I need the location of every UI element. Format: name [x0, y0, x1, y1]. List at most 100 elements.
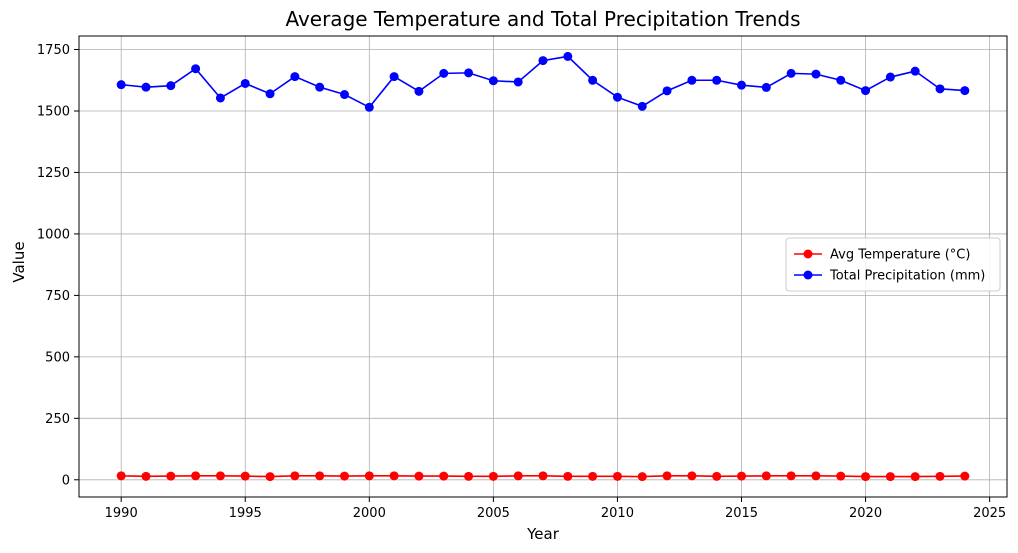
- data-point: [215, 471, 225, 481]
- x-tick-label: 1990: [105, 506, 138, 521]
- grid-lines: [79, 36, 1007, 497]
- data-point: [563, 471, 573, 481]
- chart-title: Average Temperature and Total Precipitat…: [285, 7, 800, 31]
- data-point: [687, 75, 697, 85]
- data-point: [637, 101, 647, 111]
- data-point: [885, 472, 895, 482]
- data-point: [786, 68, 796, 78]
- data-point: [786, 471, 796, 481]
- data-point: [563, 51, 573, 61]
- data-point: [240, 78, 250, 88]
- data-point: [414, 86, 424, 96]
- data-point: [141, 82, 151, 92]
- data-point: [513, 77, 523, 87]
- data-point: [687, 471, 697, 481]
- legend: Avg Temperature (°C) Total Precipitation …: [785, 237, 1001, 292]
- x-tick-label: 2025: [973, 506, 1006, 521]
- data-point: [588, 471, 598, 481]
- data-point: [339, 90, 349, 100]
- data-point: [637, 472, 647, 482]
- data-point: [166, 471, 176, 481]
- data-point: [712, 75, 722, 85]
- data-point: [662, 86, 672, 96]
- data-point: [538, 56, 548, 66]
- data-point: [861, 472, 871, 482]
- y-tick-label: 500: [45, 350, 70, 365]
- data-point: [191, 471, 201, 481]
- data-point: [960, 86, 970, 96]
- data-point: [885, 72, 895, 82]
- y-tick-label: 0: [62, 473, 70, 488]
- y-tick-label: 1250: [37, 166, 70, 181]
- legend-box: [785, 237, 1001, 292]
- y-tick-label: 1750: [37, 43, 70, 58]
- legend-label: Avg Temperature (°C): [830, 248, 970, 263]
- data-point: [240, 471, 250, 481]
- data-point: [339, 471, 349, 481]
- data-point: [364, 471, 374, 481]
- data-point: [761, 471, 771, 481]
- data-point: [439, 68, 449, 78]
- data-point: [215, 93, 225, 103]
- data-point: [488, 76, 498, 86]
- data-point: [464, 471, 474, 481]
- legend-marker: [803, 249, 813, 259]
- y-tick-label: 1000: [37, 227, 70, 242]
- x-tick-label: 2020: [849, 506, 882, 521]
- data-point: [935, 471, 945, 481]
- data-point: [513, 471, 523, 481]
- data-point: [364, 102, 374, 112]
- data-point: [166, 81, 176, 91]
- data-point: [290, 72, 300, 82]
- y-axis-label: Value: [10, 241, 28, 282]
- data-point: [265, 89, 275, 99]
- data-point: [141, 471, 151, 481]
- data-point: [910, 472, 920, 482]
- data-point: [315, 471, 325, 481]
- data-point: [662, 471, 672, 481]
- data-point: [464, 68, 474, 78]
- axis-ticks: 1990 1995 2000 2005 2010 2015 2020 2025 0 250 500 7…: [37, 43, 1006, 521]
- x-tick-label: 2005: [477, 506, 510, 521]
- data-point: [290, 471, 300, 481]
- data-point: [389, 72, 399, 82]
- series-layer: [116, 51, 970, 482]
- data-point: [439, 471, 449, 481]
- data-point: [910, 66, 920, 76]
- data-point: [116, 80, 126, 90]
- data-point: [612, 92, 622, 102]
- data-point: [737, 471, 747, 481]
- data-point: [836, 471, 846, 481]
- x-tick-label: 1995: [229, 506, 262, 521]
- data-point: [389, 471, 399, 481]
- data-point: [811, 471, 821, 481]
- data-point: [315, 82, 325, 92]
- data-point: [191, 64, 201, 74]
- x-tick-label: 2015: [725, 506, 758, 521]
- y-tick-label: 750: [45, 289, 70, 304]
- data-point: [588, 75, 598, 85]
- data-point: [737, 80, 747, 90]
- data-point: [960, 471, 970, 481]
- data-point: [935, 84, 945, 94]
- data-point: [116, 471, 126, 481]
- data-point: [612, 471, 622, 481]
- data-point: [836, 75, 846, 85]
- plot-area-frame: [78, 35, 1008, 498]
- data-point: [488, 471, 498, 481]
- legend-marker: [803, 270, 813, 280]
- data-point: [861, 86, 871, 96]
- data-point: [414, 471, 424, 481]
- y-tick-label: 250: [45, 412, 70, 427]
- data-point: [761, 82, 771, 92]
- x-axis-label: Year: [526, 525, 560, 543]
- x-tick-label: 2000: [353, 506, 386, 521]
- data-point: [538, 471, 548, 481]
- x-tick-label: 2010: [601, 506, 634, 521]
- data-point: [265, 472, 275, 482]
- y-tick-label: 1500: [37, 104, 70, 119]
- legend-label: Total Precipitation (mm): [829, 269, 985, 284]
- data-point: [811, 69, 821, 79]
